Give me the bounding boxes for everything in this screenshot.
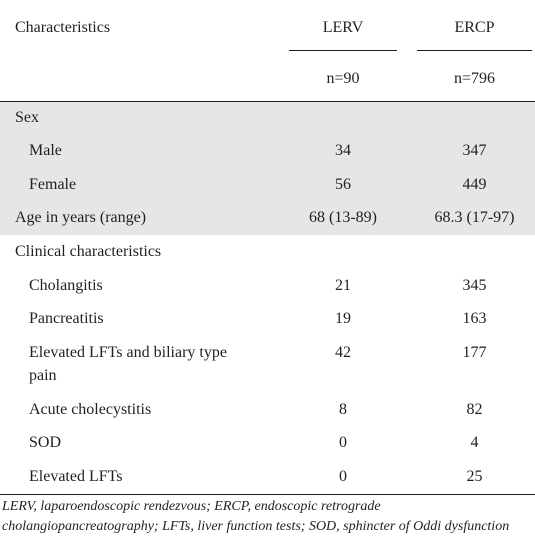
row-value-lerv: 68 (13-89) [309,209,377,226]
table-footnote: LERV, laparoendoscopic rendezvous; ERCP,… [2,499,510,534]
row-value-ercp: 449 [462,176,487,193]
row-value-ercp: 4 [470,434,479,451]
row-value-lerv: 8 [339,401,347,418]
row-value-ercp: 345 [462,277,487,294]
header-rule [0,101,535,102]
header-characteristics: Characteristics [15,19,111,36]
row-label: Clinical characteristics [15,243,162,260]
row-value-lerv: 21 [335,277,351,294]
row-value-lerv: 56 [335,176,351,193]
header-underline-lerv [289,50,397,51]
row-value-lerv: 42 [335,344,351,361]
header-n-ercp: n=796 [453,70,496,87]
shade-age [0,203,535,235]
row-label: Cholangitis [29,277,103,294]
row-label: SOD [29,434,62,451]
row-label: Male [29,142,62,159]
row-value-ercp: 177 [462,344,487,361]
row-value-lerv: 19 [335,310,351,327]
row-value-ercp: 25 [466,468,483,485]
row-value-lerv: 0 [339,468,347,485]
row-label: Female [29,176,77,193]
shade-sex [0,101,535,203]
row-label: Age in years (range) [15,209,147,226]
row-label: Pancreatitis [29,310,104,327]
row-label: Acute cholecystitis [29,401,152,418]
row-value-ercp: 82 [466,401,483,418]
header-ercp: ERCP [454,19,495,36]
row-label: Elevated LFTs [29,468,123,485]
row-value-ercp: 68.3 (17-97) [434,209,515,226]
row-value-lerv: 34 [335,142,351,159]
row-value-ercp: 347 [462,142,487,159]
header-lerv: LERV [322,19,364,36]
row-value-ercp: 163 [462,310,487,327]
header-underline-ercp [417,50,532,51]
row-label-continued: pain [29,367,57,384]
table-bottom-rule [0,494,535,495]
row-label: Elevated LFTs and biliary type [29,344,227,361]
header-n-lerv: n=90 [326,70,360,87]
row-label: Sex [15,109,39,126]
row-value-lerv: 0 [339,434,347,451]
